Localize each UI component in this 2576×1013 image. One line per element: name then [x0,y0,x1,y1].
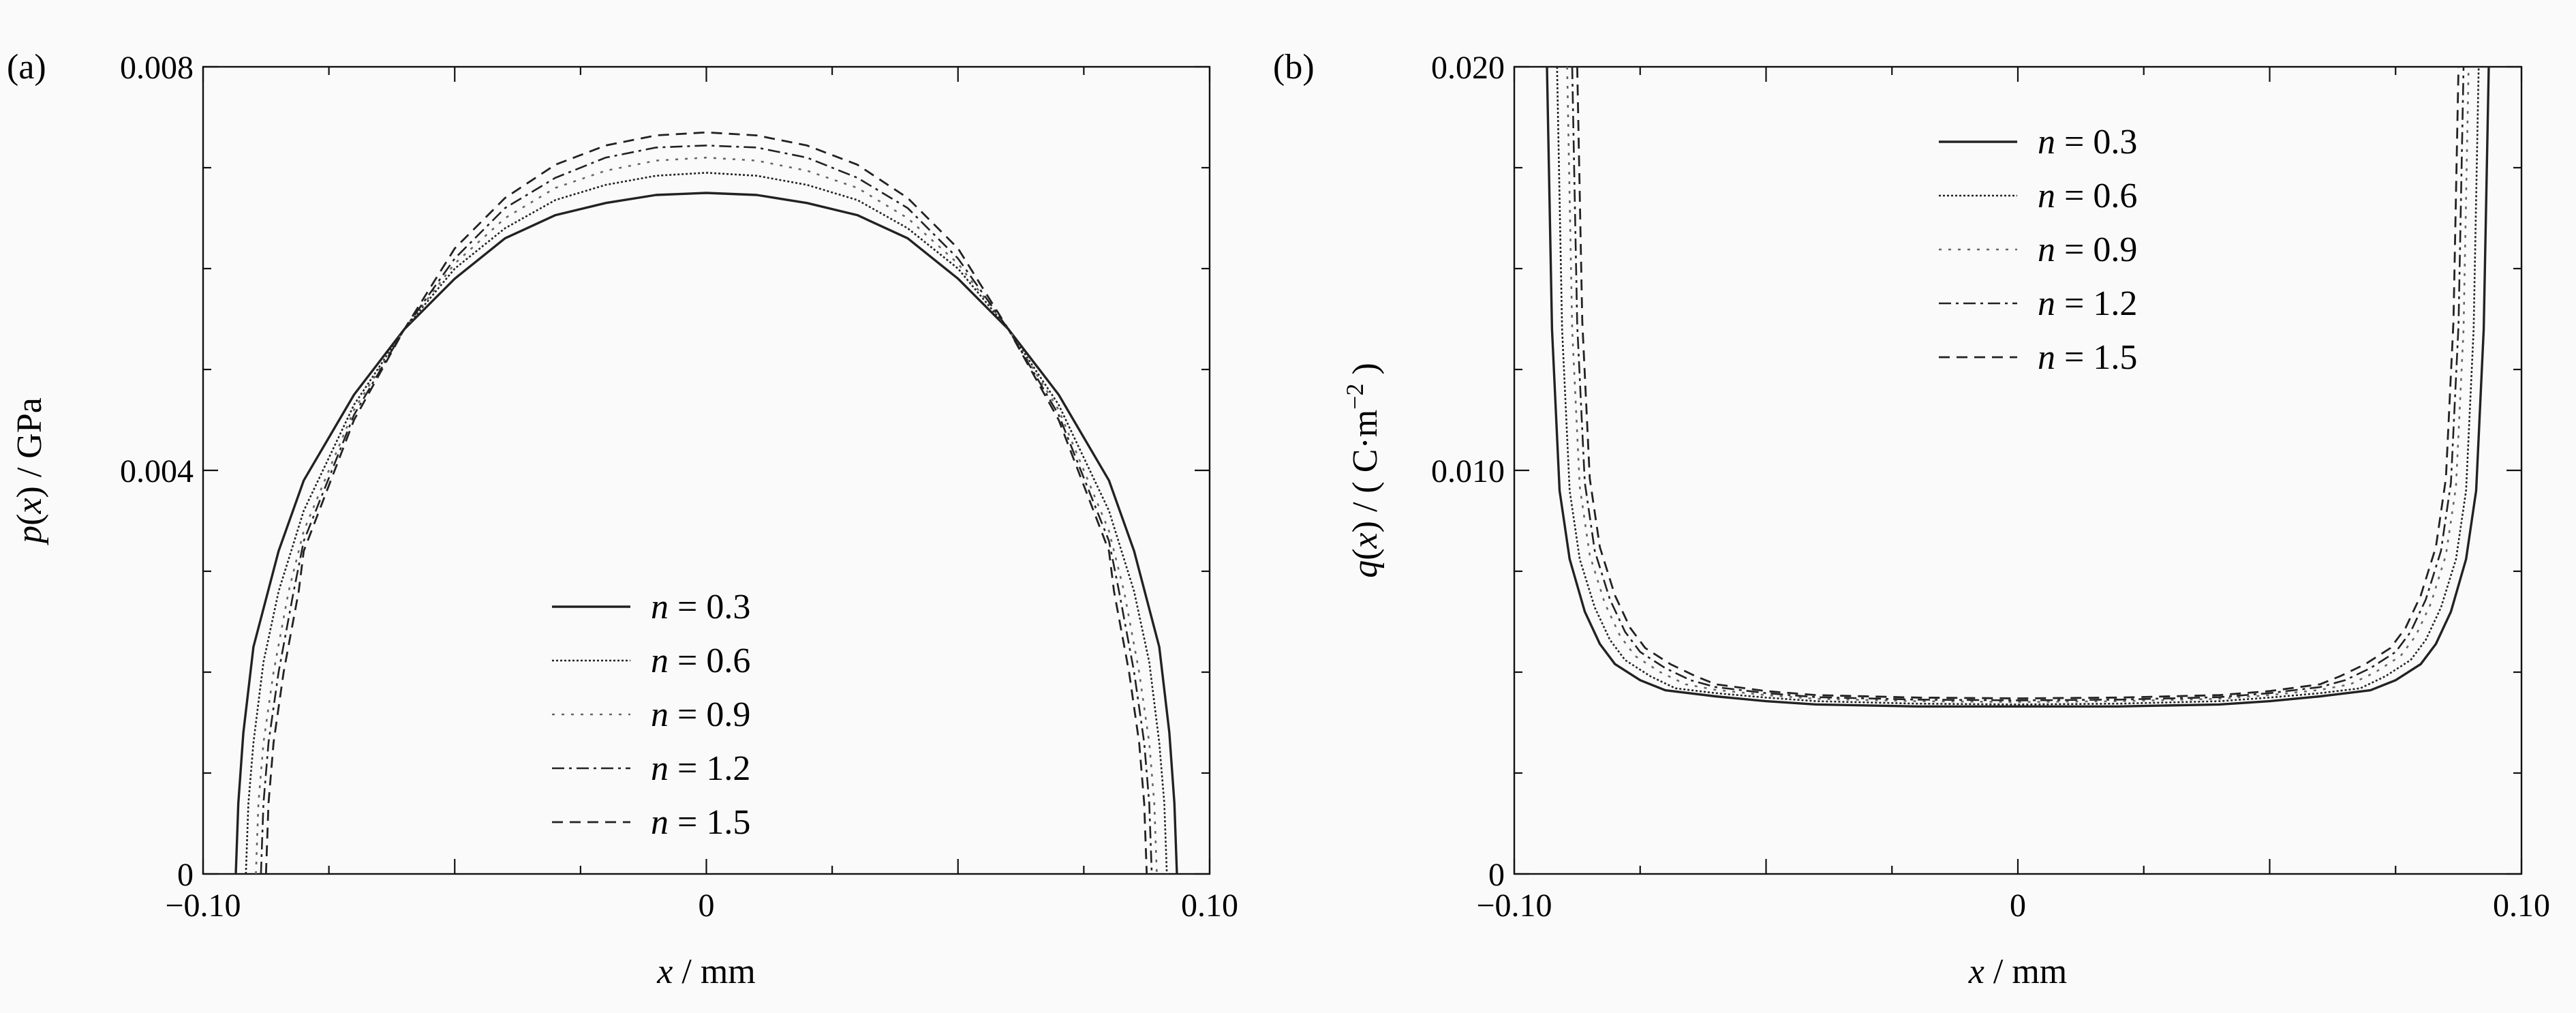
x-axis-unit: / mm [1984,952,2067,991]
legend-var: n [2038,230,2055,269]
y-axis-label: q(x) / ( C·m−2 ) [1341,363,1385,578]
y-tick-label: 0.020 [1431,50,1505,86]
legend-label: n = 1.2 [2038,284,2137,323]
legend-value: = 0.6 [2055,177,2137,215]
legend-label: n = 0.6 [2038,177,2137,215]
y-tick-label: 0.004 [120,453,194,489]
y-tick-label: 0 [1488,857,1505,893]
legend-value: = 0.3 [669,588,750,626]
legend-var: n [2038,338,2055,377]
x-axis-label: x / mm [1968,952,2067,991]
y-axis-exponent: −2 [1341,384,1368,410]
panel-label: (b) [1273,48,1315,87]
y-axis-paren: ( [1346,548,1385,560]
series-line-n-0-6 [1556,67,2480,706]
legend-value: = 1.5 [669,803,750,842]
legend-value: = 0.6 [669,641,750,680]
series-line-n-1-5 [1576,67,2459,699]
series-line-n-0-6 [245,172,1168,874]
series-line-n-0-3 [1546,67,2490,708]
x-tick-label: −0.10 [165,888,241,924]
x-axis-var: x [1968,952,1984,991]
legend-label: n = 0.3 [651,588,750,626]
legend-value: = 0.9 [669,695,750,734]
y-axis-close: ) [1346,363,1385,383]
legend-var: n [651,803,669,842]
legend-label: n = 0.9 [2038,230,2137,269]
legend-var: n [651,749,669,788]
y-axis-paren: ( [10,514,49,526]
legend-value: = 1.2 [669,749,750,788]
legend-var: n [2038,284,2055,323]
legend-value: = 0.3 [2055,123,2137,162]
legend-var: n [2038,177,2055,215]
plot-frame [1513,65,2523,875]
x-tick-label: −0.10 [1476,888,1552,924]
y-tick-label: 0 [177,857,194,893]
series-line-n-1-2 [260,145,1153,874]
y-tick-label: 0.008 [120,50,194,86]
legend-var: n [651,588,669,626]
legend-var: n [651,695,669,734]
x-tick-label: 0 [2010,888,2026,924]
y-axis-var: q [1346,560,1385,578]
panel-label: (a) [7,48,46,87]
series-line-n-0-9 [255,156,1158,874]
axis-ticks [202,65,1211,875]
y-axis-arg: x [1346,532,1385,549]
legend-label: n = 0.3 [2038,123,2137,162]
x-tick-label: 0.10 [1181,888,1238,924]
legend-label: n = 1.2 [651,749,750,788]
x-tick-label: 0.10 [2493,888,2550,924]
y-axis-unit: ) / GPa [10,397,49,498]
x-axis-unit: / mm [673,952,755,991]
series-line-n-0-9 [1566,67,2470,704]
axis-ticks [1513,65,2523,875]
legend-label: n = 1.5 [2038,338,2137,377]
legend-var: n [2038,123,2055,162]
series-group [1546,67,2490,708]
legend-label: n = 0.6 [651,641,750,680]
y-axis-unit: ) / ( C·m [1346,410,1385,533]
x-axis-var: x [656,952,673,991]
legend-value: = 0.9 [2055,230,2137,269]
y-axis-var: p [10,526,49,546]
legend-value: = 1.2 [2055,284,2137,323]
y-axis-label: p(x) / GPa [10,397,49,546]
legend-label: n = 0.9 [651,695,750,734]
y-tick-label: 0.010 [1431,453,1505,489]
series-line-n-1-2 [1571,67,2465,701]
x-axis-label: x / mm [656,952,755,991]
legend-value: = 1.5 [2055,338,2137,377]
x-tick-label: 0 [699,888,715,924]
y-axis-arg: x [10,498,49,514]
series-line-n-0-3 [234,192,1178,874]
series-group [234,131,1178,874]
legend-label: n = 1.5 [651,803,750,842]
legend-var: n [651,641,669,680]
